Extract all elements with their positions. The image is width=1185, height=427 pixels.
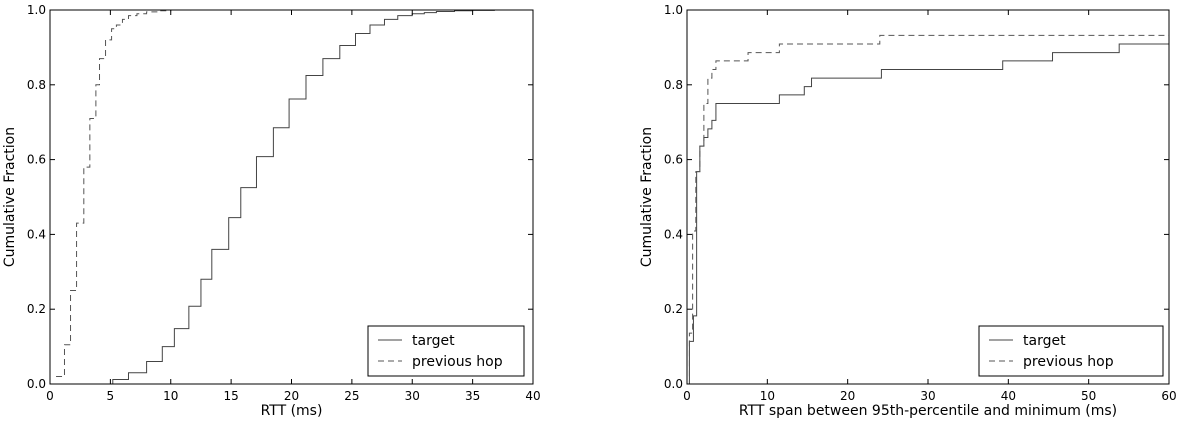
legend: target previous hop [367, 325, 525, 377]
y-tick-label: 1.0 [664, 3, 683, 17]
x-tick-label: 15 [223, 389, 238, 403]
y-tick-label: 0.2 [664, 302, 683, 316]
y-tick-label: 0.2 [27, 302, 46, 316]
x-tick-label: 0 [46, 389, 54, 403]
y-tick-label: 0.6 [664, 153, 683, 167]
x-axis-label: RTT span between 95th-percentile and min… [739, 403, 1117, 419]
y-axis-label: Cumulative Fraction [2, 127, 18, 267]
x-tick-label: 30 [920, 389, 935, 403]
legend-box [367, 325, 525, 377]
x-tick-label: 10 [163, 389, 178, 403]
legend-label-previous-hop: previous hop [1023, 354, 1114, 370]
x-tick-label: 30 [405, 389, 420, 403]
x-tick-label: 10 [760, 389, 775, 403]
x-tick-label: 5 [107, 389, 115, 403]
legend-label-target: target [1023, 333, 1066, 349]
y-tick-label: 1.0 [27, 3, 46, 17]
x-tick-label: 40 [525, 389, 540, 403]
series-line-previous-hop [56, 9, 533, 378]
y-tick-label: 0.4 [27, 227, 46, 241]
y-axis-label: Cumulative Fraction [639, 127, 655, 267]
y-tick-label: 0.4 [664, 227, 683, 241]
chart-panel-left: 0 5 10 15 20 25 30 35 40 0.0 0.2 0.4 0.6 0.8 1.0 RTT (m… [2, 3, 541, 419]
x-tick-label: 35 [465, 389, 480, 403]
y-tick-label: 0.0 [27, 377, 46, 391]
legend-box [978, 325, 1164, 377]
series-line-target [687, 35, 1170, 385]
x-tick-label: 40 [1001, 389, 1016, 403]
x-tick-label: 20 [840, 389, 855, 403]
y-tick-label: 0.6 [27, 153, 46, 167]
x-tick-label: 20 [284, 389, 299, 403]
x-tick-label: 50 [1081, 389, 1096, 403]
legend: target previous hop [978, 325, 1164, 377]
x-tick-label: 60 [1161, 389, 1176, 403]
legend-label-previous-hop: previous hop [412, 354, 503, 370]
x-axis-label: RTT (ms) [261, 403, 323, 419]
x-tick-label: 25 [344, 389, 359, 403]
series-line-target [50, 9, 533, 385]
chart-panel-right: 0 10 20 30 40 50 60 0.0 0.2 0.4 0.6 0.8 1.0 RTT span … [639, 3, 1177, 419]
y-tick-label: 0.8 [27, 78, 46, 92]
legend-label-target: target [412, 333, 455, 349]
x-tick-label: 0 [683, 389, 691, 403]
y-tick-label: 0.8 [664, 78, 683, 92]
y-tick-label: 0.0 [664, 377, 683, 391]
